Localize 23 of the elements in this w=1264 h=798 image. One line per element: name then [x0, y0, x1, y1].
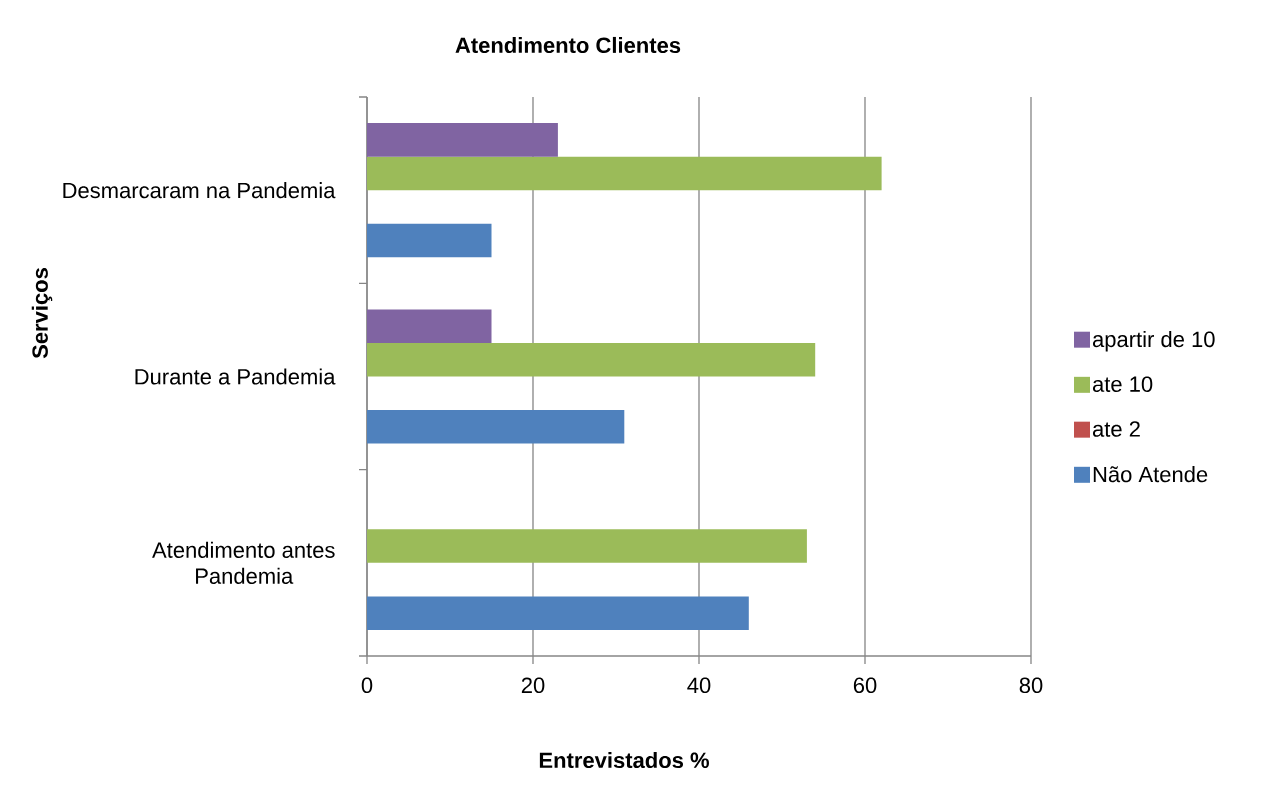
- bar: [367, 342, 816, 377]
- legend-label: ate 10: [1092, 376, 1153, 392]
- x-axis-title: Entrevistados %: [539, 751, 709, 769]
- bar: [367, 223, 492, 258]
- x-tick-label: 0: [361, 677, 373, 694]
- y-tick-label: Durante a Pandemia: [135, 368, 336, 385]
- legend-label: Não Atende: [1093, 466, 1208, 483]
- bar: [367, 156, 882, 191]
- bar: [367, 309, 492, 343]
- chart-title: Atendimento Clientes: [455, 36, 681, 54]
- bar: [367, 123, 558, 157]
- bar: [367, 529, 807, 563]
- y-tick-label: Desmarcaram na Pandemia: [63, 182, 336, 199]
- x-tick-label: 40: [687, 677, 711, 694]
- bar: [367, 596, 749, 630]
- x-tick-label: 80: [1019, 677, 1043, 694]
- y-axis-title: Serviços: [31, 268, 53, 359]
- x-tick-label: 20: [521, 677, 545, 694]
- legend-label: apartir de 10: [1092, 330, 1215, 352]
- x-tick-label: 60: [853, 677, 877, 694]
- bar: [367, 410, 625, 444]
- legend-label: ate 2: [1092, 421, 1140, 437]
- y-tick-label: Atendimento antes Pandemia: [152, 541, 335, 584]
